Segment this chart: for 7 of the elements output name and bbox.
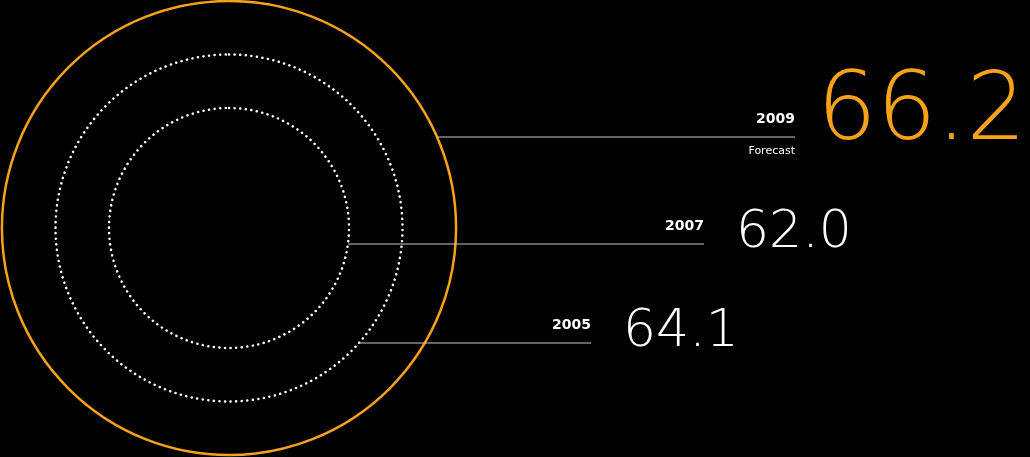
category-label: 2005 bbox=[552, 316, 591, 332]
category-label: 2007 bbox=[665, 217, 704, 233]
data-label: 64.1 bbox=[623, 298, 739, 358]
data-label: 66.2 bbox=[817, 52, 1027, 161]
text: Forecast bbox=[748, 144, 796, 157]
category-label: 2009 bbox=[756, 110, 795, 126]
data-label: 62.0 bbox=[736, 199, 852, 259]
